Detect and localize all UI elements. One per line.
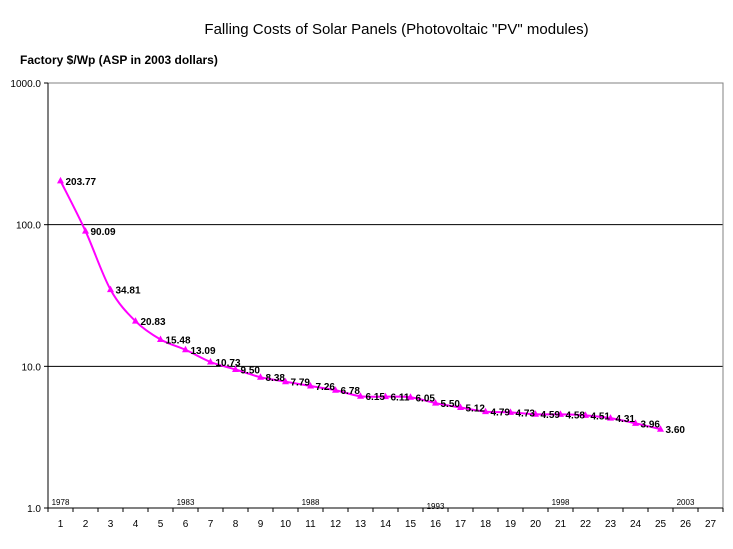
chart-title: Falling Costs of Solar Panels (Photovolt… <box>204 21 589 38</box>
data-label: 4.51 <box>591 411 611 422</box>
data-label: 6.78 <box>341 386 361 397</box>
x-tick-label: 27 <box>705 519 717 530</box>
x-tick-label: 17 <box>455 519 467 530</box>
x-tick-label: 12 <box>330 519 342 530</box>
data-point-marker <box>357 392 364 399</box>
data-point-marker <box>607 414 614 421</box>
x-tick-label: 22 <box>580 519 592 530</box>
data-point-marker <box>557 410 564 417</box>
x-tick-label: 25 <box>655 519 667 530</box>
data-label: 7.79 <box>291 378 311 389</box>
y-axis-label: Factory $/Wp (ASP in 2003 dollars) <box>20 53 218 67</box>
data-label: 4.79 <box>491 408 511 419</box>
x-tick-label: 13 <box>355 519 367 530</box>
data-label: 6.11 <box>391 393 410 404</box>
plot-frame <box>47 82 724 509</box>
data-label: 3.60 <box>666 425 686 436</box>
x-tick-label: 23 <box>605 519 617 530</box>
data-point-marker <box>432 399 439 406</box>
x-tick-label: 3 <box>108 519 114 530</box>
data-point-marker <box>232 365 239 372</box>
data-point-marker <box>132 317 139 324</box>
data-point-marker <box>307 382 314 389</box>
year-annotation: 1978 <box>52 498 70 507</box>
data-label: 5.12 <box>466 404 486 415</box>
y-tick-label: 1.0 <box>27 504 41 515</box>
year-annotation: 1993 <box>427 502 445 511</box>
year-annotation: 1998 <box>552 498 570 507</box>
data-point-marker <box>407 393 414 400</box>
data-point-marker <box>57 176 64 184</box>
data-point-marker <box>282 377 289 385</box>
year-annotation: 1988 <box>302 498 320 507</box>
data-point-marker <box>82 227 89 234</box>
plot-border <box>47 82 724 509</box>
x-tick-label: 10 <box>280 519 292 530</box>
data-label: 7.26 <box>316 382 336 393</box>
x-tick-label: 6 <box>183 519 189 530</box>
x-tick-label: 7 <box>208 519 214 530</box>
data-label: 4.73 <box>516 408 536 419</box>
x-tick-label: 19 <box>505 519 517 530</box>
x-tick-label: 18 <box>480 519 492 530</box>
data-point-marker <box>332 386 339 393</box>
x-tick-label: 11 <box>305 519 316 530</box>
data-labels: 203.77 90.09 34.81 20.8315.4813.0910.739.50… <box>66 177 686 436</box>
x-tick-label: 9 <box>258 519 264 530</box>
data-point-marker <box>207 357 214 365</box>
x-tick-label: 16 <box>430 519 442 530</box>
x-tick-label: 14 <box>380 519 392 530</box>
x-tick-label: 2 <box>83 519 89 530</box>
year-annotations: 1978 1983 1988 1993 1998 2003 <box>52 498 695 511</box>
data-label: 13.09 <box>191 346 216 357</box>
data-label: 34.81 <box>116 286 141 297</box>
x-tick-label: 4 <box>133 519 139 530</box>
data-label: 6.15 <box>366 392 386 403</box>
x-tick-label: 21 <box>555 519 567 530</box>
y-tick-label: 100.0 <box>16 221 41 232</box>
y-tick-label: 10.0 <box>22 362 42 373</box>
data-label: 9.50 <box>241 365 261 376</box>
data-label: 5.50 <box>441 399 461 410</box>
year-annotation: 1983 <box>177 498 195 507</box>
x-tick-label: 26 <box>680 519 692 530</box>
x-tick-label: 15 <box>405 519 417 530</box>
series-group <box>57 176 664 432</box>
data-label: 6.05 <box>416 393 436 404</box>
x-axis-ticks: 1 2 3 4 5 6 7 8 9 10 11 12 13 14 15 16 17 18 19 20 21 22 23 24 2… <box>47 508 724 530</box>
data-point-marker <box>182 345 189 353</box>
x-tick-label: 20 <box>530 519 542 530</box>
data-label: 10.73 <box>216 358 241 369</box>
data-label: 20.83 <box>141 317 166 328</box>
data-point-marker <box>657 425 664 432</box>
data-point-marker <box>157 335 164 342</box>
x-tick-label: 8 <box>233 519 239 530</box>
data-point-marker <box>507 408 514 415</box>
year-annotation: 2003 <box>677 498 695 507</box>
data-label: 90.09 <box>91 227 116 238</box>
data-label: 3.96 <box>641 419 661 430</box>
data-label: 8.38 <box>266 373 286 384</box>
data-point-marker <box>107 285 114 293</box>
data-label: 15.48 <box>166 335 191 346</box>
data-label: 203.77 <box>66 177 97 188</box>
data-point-marker <box>582 411 589 418</box>
data-point-marker <box>482 407 489 415</box>
x-tick-label: 5 <box>158 519 164 530</box>
y-tick-label: 1000.0 <box>10 79 41 90</box>
data-label: 4.59 <box>541 410 561 421</box>
data-label: 4.31 <box>616 414 636 425</box>
data-point-marker <box>457 403 464 411</box>
x-tick-label: 24 <box>630 519 642 530</box>
x-tick-label: 1 <box>58 519 64 530</box>
series-line <box>59 180 661 431</box>
data-point-marker <box>532 410 539 417</box>
gridlines <box>48 224 723 367</box>
data-point-marker <box>632 419 639 426</box>
data-point-marker <box>382 392 389 400</box>
data-point-marker <box>257 373 264 380</box>
data-label: 4.58 <box>566 410 586 421</box>
y-axis-ticks: 1.0 10.0 100.0 1000.0 <box>10 79 48 515</box>
